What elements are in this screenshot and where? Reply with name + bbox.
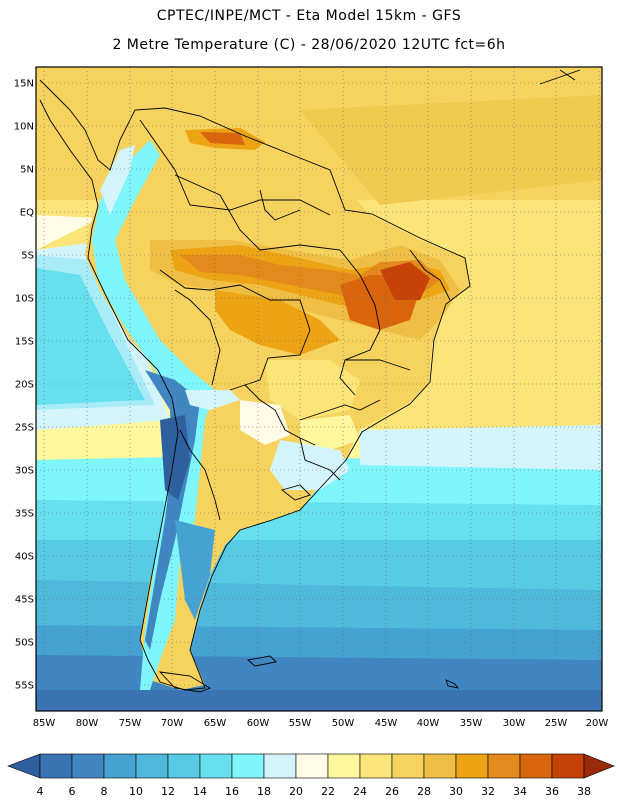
lon-label: 30W bbox=[503, 718, 526, 729]
colorbar-box bbox=[519, 753, 553, 779]
map-frame bbox=[35, 66, 603, 712]
lon-label: 35W bbox=[460, 718, 483, 729]
colorbar-box bbox=[39, 753, 73, 779]
colorbar-box bbox=[391, 753, 425, 779]
lon-label: 45W bbox=[375, 718, 398, 729]
colorbar-box bbox=[71, 753, 105, 779]
colorbar-label: 16 bbox=[225, 785, 239, 798]
colorbar-box bbox=[455, 753, 489, 779]
lon-label: 50W bbox=[332, 718, 355, 729]
colorbar: 4 6 8 10 12 14 16 18 20 22 24 26 28 30 3… bbox=[7, 753, 615, 798]
lat-label: 5N bbox=[20, 165, 34, 176]
lat-label: 15S bbox=[15, 337, 34, 348]
colorbar-label: 14 bbox=[193, 785, 207, 798]
colorbar-box bbox=[359, 753, 393, 779]
colorbar-label: 28 bbox=[417, 785, 431, 798]
lon-label: 70W bbox=[161, 718, 184, 729]
lat-label: 15N bbox=[14, 79, 34, 90]
colorbar-label: 32 bbox=[481, 785, 495, 798]
colorbar-label: 4 bbox=[37, 785, 44, 798]
lat-label: 10S bbox=[15, 294, 34, 305]
colorbar-box bbox=[103, 753, 137, 779]
colorbar-box bbox=[167, 753, 201, 779]
lon-label: 60W bbox=[247, 718, 270, 729]
colorbar-label: 18 bbox=[257, 785, 271, 798]
lon-label: 25W bbox=[545, 718, 568, 729]
colorbar-label: 22 bbox=[321, 785, 335, 798]
colorbar-label: 30 bbox=[449, 785, 463, 798]
lat-label: 20S bbox=[15, 380, 34, 391]
colorbar-box bbox=[487, 753, 521, 779]
title-line-1: CPTEC/INPE/MCT - Eta Model 15km - GFS bbox=[156, 8, 462, 24]
lat-label: EQ bbox=[20, 208, 34, 219]
latitude-axis: 15N 10N 5N EQ 5S 10S 15S 20S 25S 30S 35S… bbox=[14, 79, 34, 692]
colorbar-box bbox=[423, 753, 457, 779]
colorbar-label: 26 bbox=[385, 785, 399, 798]
lat-label: 55S bbox=[15, 681, 34, 692]
colorbar-box bbox=[327, 753, 361, 779]
temperature-field bbox=[36, 67, 602, 711]
colorbar-label: 6 bbox=[69, 785, 76, 798]
colorbar-label: 10 bbox=[129, 785, 143, 798]
colorbar-label: 36 bbox=[545, 785, 559, 798]
lon-label: 75W bbox=[119, 718, 142, 729]
lon-label: 80W bbox=[76, 718, 99, 729]
colorbar-high-arrow bbox=[583, 753, 615, 779]
colorbar-label: 34 bbox=[513, 785, 527, 798]
lat-label: 35S bbox=[15, 509, 34, 520]
colorbar-box bbox=[551, 753, 585, 779]
graticule bbox=[36, 67, 602, 711]
longitude-axis: 85W 80W 75W 70W 65W 60W 55W 50W 45W 40W … bbox=[33, 718, 609, 729]
colorbar-box bbox=[295, 753, 329, 779]
lat-label: 50S bbox=[15, 638, 34, 649]
lon-label: 55W bbox=[289, 718, 312, 729]
title-line-2: 2 Metre Temperature (C) - 28/06/2020 12U… bbox=[112, 37, 506, 53]
colorbar-low-arrow bbox=[7, 753, 41, 779]
map-boundaries bbox=[39, 69, 581, 693]
colorbar-label: 38 bbox=[577, 785, 591, 798]
colorbar-box bbox=[199, 753, 233, 779]
lon-label: 40W bbox=[417, 718, 440, 729]
lat-label: 45S bbox=[15, 595, 34, 606]
colorbar-box bbox=[231, 753, 265, 779]
colorbar-label: 20 bbox=[289, 785, 303, 798]
lat-label: 5S bbox=[21, 251, 34, 262]
lon-label: 20W bbox=[586, 718, 609, 729]
colorbar-label: 12 bbox=[161, 785, 175, 798]
colorbar-label: 8 bbox=[101, 785, 108, 798]
colorbar-box bbox=[135, 753, 169, 779]
lon-label: 65W bbox=[204, 718, 227, 729]
lat-label: 25S bbox=[15, 423, 34, 434]
colorbar-box bbox=[263, 753, 297, 779]
lat-label: 30S bbox=[15, 466, 34, 477]
lat-label: 10N bbox=[14, 122, 34, 133]
lon-label: 85W bbox=[33, 718, 56, 729]
colorbar-label: 24 bbox=[353, 785, 367, 798]
lat-label: 40S bbox=[15, 552, 34, 563]
